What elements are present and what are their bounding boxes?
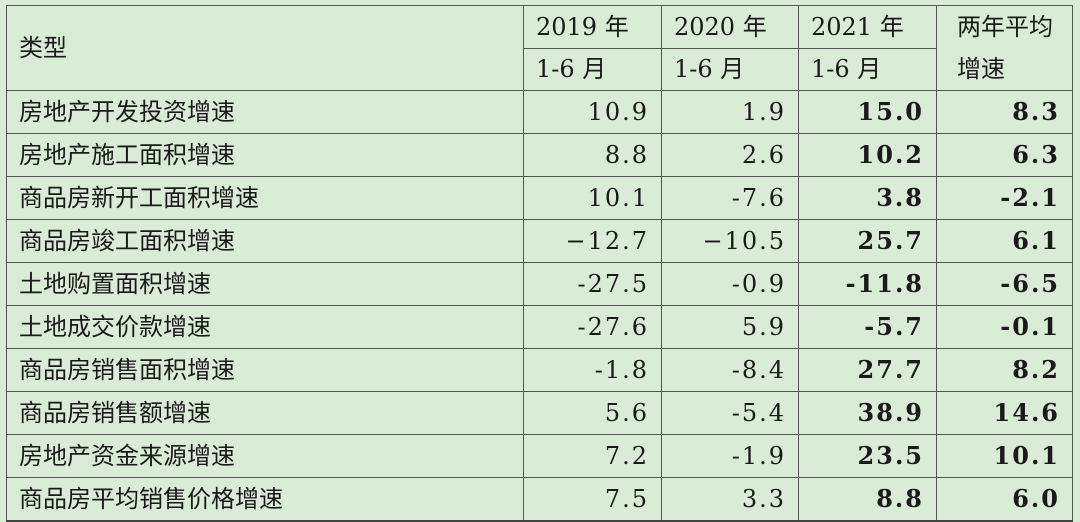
header-2019-period: 1-6 月 — [523, 47, 662, 91]
table-body: 房地产开发投资增速 10.9 1.9 15.0 8.3 房地产施工面积增速 8.… — [6, 90, 1073, 522]
header-row-years: 类型 2019 年 2020 年 2021 年 两年平均 增速 — [6, 5, 1073, 91]
row-label: 商品房新开工面积增速 — [6, 176, 524, 220]
table-row: 房地产施工面积增速 8.8 2.6 10.2 6.3 — [6, 133, 1073, 177]
table-row: 商品房销售额增速 5.6 -5.4 38.9 14.6 — [6, 391, 1073, 435]
table-row: 商品房平均销售价格增速 7.5 3.3 8.8 6.0 — [6, 477, 1073, 522]
value-2019: 7.2 — [523, 434, 662, 478]
value-two-year-average: 10.1 — [936, 434, 1073, 478]
value-2020: -1.9 — [661, 434, 799, 478]
value-2019: 10.9 — [523, 90, 662, 134]
table-row: 商品房新开工面积增速 10.1 -7.6 3.8 -2.1 — [6, 176, 1073, 220]
value-2019: 5.6 — [523, 391, 662, 435]
value-2020: 2.6 — [661, 133, 799, 177]
value-2019: -1.8 — [523, 348, 662, 392]
value-2020: -8.4 — [661, 348, 799, 392]
table-row: 房地产开发投资增速 10.9 1.9 15.0 8.3 — [6, 90, 1073, 134]
value-two-year-average: -0.1 — [936, 305, 1073, 349]
table-row: 商品房销售面积增速 -1.8 -8.4 27.7 8.2 — [6, 348, 1073, 392]
value-2020: −10.5 — [661, 219, 799, 263]
value-two-year-average: 8.3 — [936, 90, 1073, 134]
row-label: 房地产施工面积增速 — [6, 133, 524, 177]
value-2021: 38.9 — [798, 391, 937, 435]
value-2020: -5.4 — [661, 391, 799, 435]
header-two-year-average: 两年平均 增速 — [936, 5, 1073, 91]
real-estate-growth-table: 类型 2019 年 2020 年 2021 年 两年平均 增速 1-6 月 1-… — [6, 5, 1073, 522]
table-row: 房地产资金来源增速 7.2 -1.9 23.5 10.1 — [6, 434, 1073, 478]
value-2020: 3.3 — [661, 477, 799, 522]
value-2021: 23.5 — [798, 434, 937, 478]
value-2020: -0.9 — [661, 262, 799, 306]
value-2020: 5.9 — [661, 305, 799, 349]
row-label: 房地产开发投资增速 — [6, 90, 524, 134]
value-2021: 8.8 — [798, 477, 937, 522]
value-2021: -11.8 — [798, 262, 937, 306]
value-2021: -5.7 — [798, 305, 937, 349]
header-type: 类型 — [6, 5, 524, 91]
value-two-year-average: 6.1 — [936, 219, 1073, 263]
value-2019: -27.6 — [523, 305, 662, 349]
row-label: 商品房竣工面积增速 — [6, 219, 524, 263]
value-2020: -7.6 — [661, 176, 799, 220]
value-2019: -27.5 — [523, 262, 662, 306]
value-2021: 10.2 — [798, 133, 937, 177]
header-row-period: 1-6 月 1-6 月 1-6 月 — [7, 47, 1073, 91]
header-avg-line1: 两年平均 — [957, 13, 1053, 41]
header-2020-period: 1-6 月 — [661, 47, 799, 91]
header-avg-line2: 增速 — [957, 55, 1005, 83]
value-two-year-average: -6.5 — [936, 262, 1073, 306]
value-two-year-average: -2.1 — [936, 176, 1073, 220]
row-label: 商品房销售面积增速 — [6, 348, 524, 392]
value-2019: 10.1 — [523, 176, 662, 220]
header-2019-year: 2019 年 — [523, 5, 662, 49]
value-2021: 25.7 — [798, 219, 937, 263]
value-2019: −12.7 — [523, 219, 662, 263]
value-two-year-average: 6.3 — [936, 133, 1073, 177]
header-2021-period: 1-6 月 — [798, 47, 937, 91]
header-2021-year: 2021 年 — [798, 5, 937, 49]
value-two-year-average: 8.2 — [936, 348, 1073, 392]
real-estate-growth-table-container: 类型 2019 年 2020 年 2021 年 两年平均 增速 1-6 月 1-… — [6, 5, 1073, 522]
row-label: 商品房平均销售价格增速 — [6, 477, 524, 522]
table-row: 土地成交价款增速 -27.6 5.9 -5.7 -0.1 — [6, 305, 1073, 349]
value-two-year-average: 6.0 — [936, 477, 1073, 522]
value-2021: 27.7 — [798, 348, 937, 392]
value-2019: 7.5 — [523, 477, 662, 522]
value-2019: 8.8 — [523, 133, 662, 177]
header-2020-year: 2020 年 — [661, 5, 799, 49]
row-label: 土地成交价款增速 — [6, 305, 524, 349]
row-label: 土地购置面积增速 — [6, 262, 524, 306]
row-label: 房地产资金来源增速 — [6, 434, 524, 478]
value-2021: 15.0 — [798, 90, 937, 134]
value-2020: 1.9 — [661, 90, 799, 134]
row-label: 商品房销售额增速 — [6, 391, 524, 435]
table-row: 土地购置面积增速 -27.5 -0.9 -11.8 -6.5 — [6, 262, 1073, 306]
value-2021: 3.8 — [798, 176, 937, 220]
value-two-year-average: 14.6 — [936, 391, 1073, 435]
table-row: 商品房竣工面积增速 −12.7 −10.5 25.7 6.1 — [6, 219, 1073, 263]
